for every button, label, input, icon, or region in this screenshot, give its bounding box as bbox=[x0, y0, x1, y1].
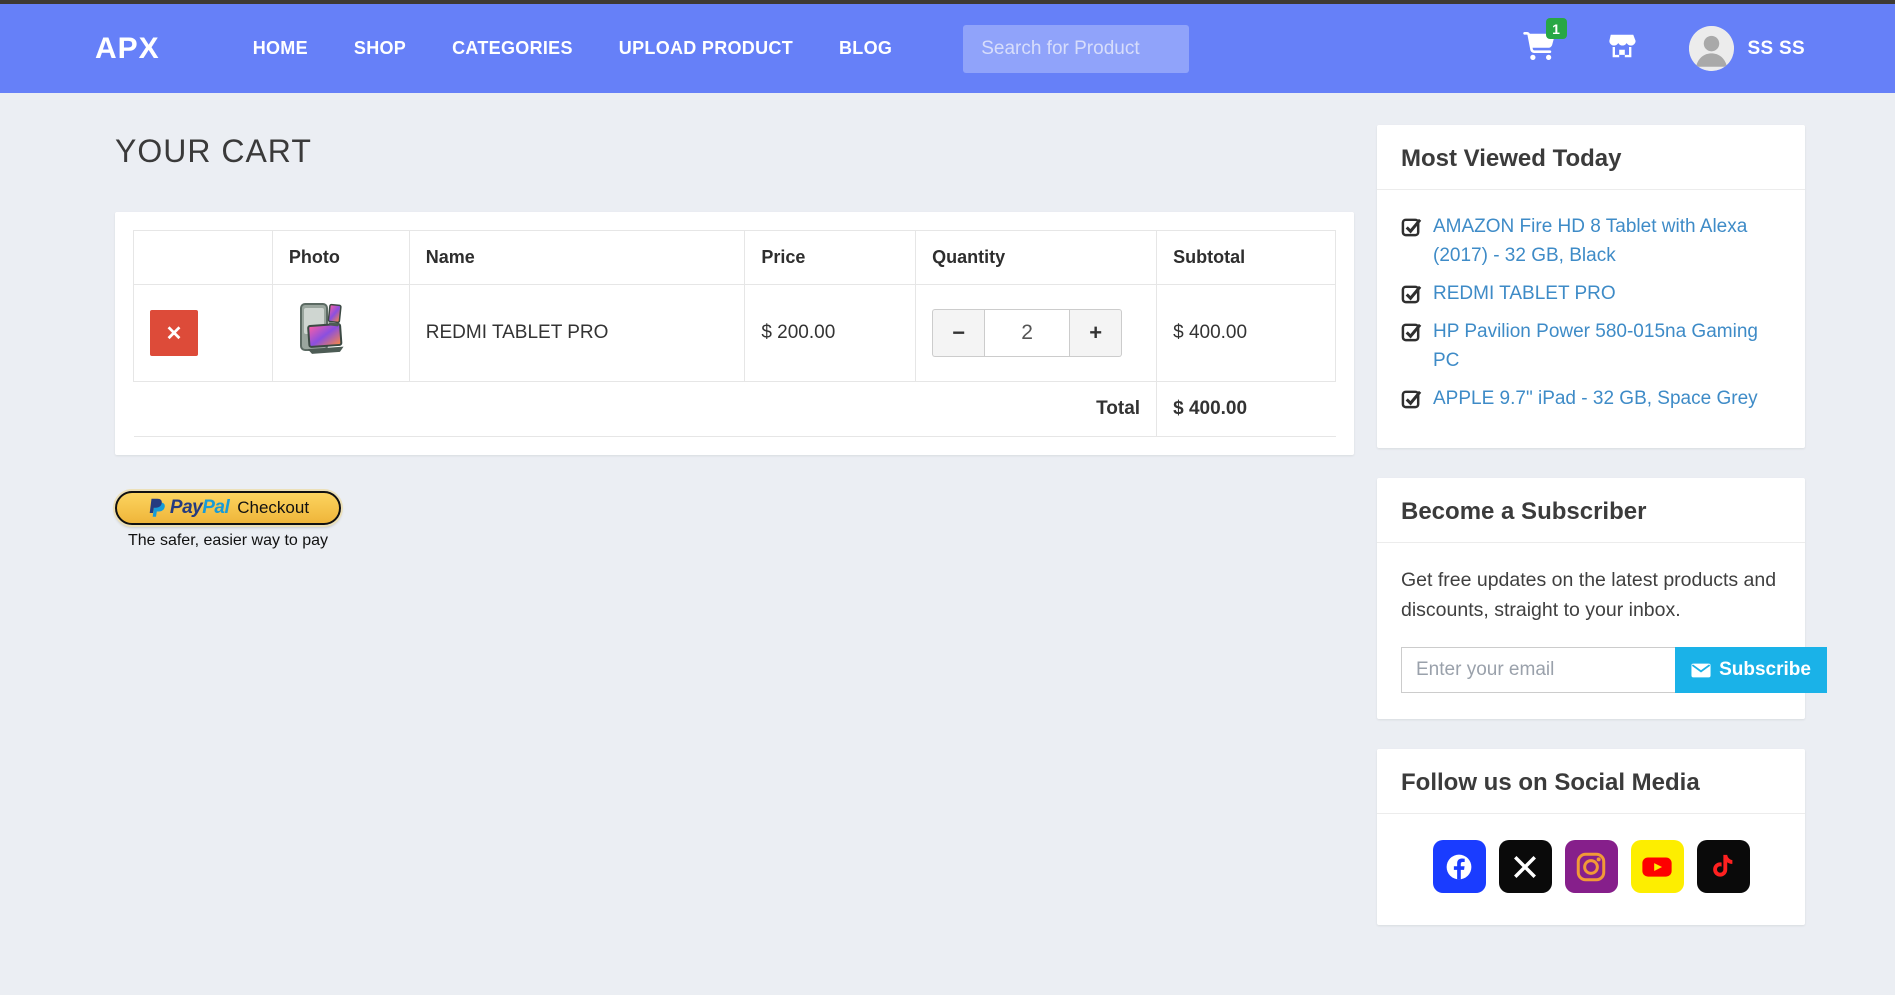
brand-logo[interactable]: APX bbox=[95, 31, 160, 65]
cart-icon bbox=[1522, 32, 1555, 64]
email-field[interactable] bbox=[1401, 647, 1675, 694]
quantity-input[interactable] bbox=[984, 309, 1071, 357]
sidebar: Most Viewed Today AMAZON Fire HD 8 Table… bbox=[1377, 125, 1827, 955]
most-viewed-link[interactable]: REDMI TABLET PRO bbox=[1433, 282, 1616, 304]
col-price: Price bbox=[744, 230, 917, 285]
remove-item-button[interactable]: ✕ bbox=[150, 310, 198, 356]
divider bbox=[1377, 541, 1805, 543]
total-value: $ 400.00 bbox=[1156, 381, 1336, 437]
facebook-icon[interactable] bbox=[1432, 840, 1486, 894]
item-price: $ 200.00 bbox=[744, 284, 917, 382]
list-item: HP Pavilion Power 580-015na Gaming PC bbox=[1401, 317, 1781, 376]
user-name[interactable]: SS SS bbox=[1747, 37, 1805, 59]
page-content: YOUR CART Photo Name Price Quantity bbox=[0, 93, 1895, 995]
quantity-decrease-button[interactable]: − bbox=[932, 309, 985, 357]
cart-table: Photo Name Price Quantity Subtotal ✕ bbox=[133, 230, 1336, 437]
col-quantity: Quantity bbox=[915, 230, 1158, 285]
item-subtotal: $ 400.00 bbox=[1156, 284, 1336, 382]
navbar-right: 1 SS SS bbox=[1522, 18, 1805, 71]
paypal-tagline: The safer, easier way to pay bbox=[127, 532, 329, 549]
check-square-icon bbox=[1401, 283, 1422, 309]
most-viewed-link[interactable]: HP Pavilion Power 580-015na Gaming PC bbox=[1433, 320, 1758, 372]
subscribe-form: Subscribe bbox=[1401, 647, 1827, 694]
paypal-wordmark: PayPal bbox=[169, 497, 230, 518]
browser-top-strip bbox=[0, 0, 1895, 4]
product-photo bbox=[289, 303, 351, 366]
store-icon bbox=[1607, 31, 1637, 66]
divider bbox=[1377, 813, 1805, 815]
subscriber-card: Become a Subscriber Get free updates on … bbox=[1377, 477, 1827, 720]
nav-link-upload-product[interactable]: UPLOAD PRODUCT bbox=[618, 38, 793, 58]
item-name: REDMI TABLET PRO bbox=[408, 284, 746, 382]
total-label: Total bbox=[133, 381, 1157, 437]
search-input[interactable] bbox=[963, 24, 1190, 73]
paypal-checkout-button[interactable]: PayPal Checkout bbox=[115, 491, 341, 525]
plus-icon: + bbox=[1089, 320, 1103, 345]
quantity-stepper: − + bbox=[932, 309, 1123, 357]
main-navbar: APX HOME SHOP CATEGORIES UPLOAD PRODUCT … bbox=[0, 4, 1895, 93]
instagram-icon[interactable] bbox=[1564, 840, 1618, 894]
cart-table-card: Photo Name Price Quantity Subtotal ✕ bbox=[115, 212, 1354, 455]
cart-total-row: Total $ 400.00 bbox=[133, 381, 1336, 437]
subscriber-title: Become a Subscriber bbox=[1401, 497, 1647, 525]
most-viewed-card: Most Viewed Today AMAZON Fire HD 8 Table… bbox=[1377, 125, 1805, 448]
most-viewed-link[interactable]: AMAZON Fire HD 8 Tablet with Alexa (2017… bbox=[1433, 216, 1748, 267]
paypal-logo-icon bbox=[147, 498, 165, 519]
cart-item-row: ✕ bbox=[133, 284, 1336, 382]
most-viewed-link[interactable]: APPLE 9.7" iPad - 32 GB, Space Grey bbox=[1433, 387, 1758, 409]
tiktok-icon[interactable] bbox=[1696, 840, 1750, 894]
social-card: Follow us on Social Media bbox=[1377, 749, 1805, 926]
list-item: REDMI TABLET PRO bbox=[1401, 279, 1781, 309]
x-icon: ✕ bbox=[165, 322, 183, 345]
x-twitter-icon[interactable] bbox=[1498, 840, 1552, 894]
quantity-increase-button[interactable]: + bbox=[1070, 309, 1123, 357]
subscriber-description: Get free updates on the latest products … bbox=[1401, 568, 1777, 621]
nav-links: HOME SHOP CATEGORIES UPLOAD PRODUCT BLOG bbox=[230, 26, 916, 71]
most-viewed-list: AMAZON Fire HD 8 Tablet with Alexa (2017… bbox=[1401, 212, 1781, 414]
store-button[interactable] bbox=[1607, 31, 1637, 66]
col-remove bbox=[133, 230, 273, 285]
subscribe-label: Subscribe bbox=[1719, 659, 1811, 681]
divider bbox=[1377, 189, 1805, 190]
user-avatar[interactable] bbox=[1688, 26, 1734, 71]
col-name: Name bbox=[408, 230, 746, 285]
check-square-icon bbox=[1401, 388, 1422, 414]
list-item: AMAZON Fire HD 8 Tablet with Alexa (2017… bbox=[1401, 212, 1781, 271]
nav-link-blog[interactable]: BLOG bbox=[839, 38, 893, 58]
social-icons-row bbox=[1401, 836, 1781, 899]
check-square-icon bbox=[1401, 216, 1422, 242]
cart-main: YOUR CART Photo Name Price Quantity bbox=[115, 125, 1354, 550]
most-viewed-title: Most Viewed Today bbox=[1401, 145, 1622, 172]
nav-link-categories[interactable]: CATEGORIES bbox=[452, 38, 573, 58]
check-square-icon bbox=[1401, 321, 1422, 347]
cart-header-row: Photo Name Price Quantity Subtotal bbox=[133, 230, 1336, 285]
col-photo: Photo bbox=[271, 230, 410, 285]
list-item: APPLE 9.7" iPad - 32 GB, Space Grey bbox=[1401, 384, 1781, 414]
col-subtotal: Subtotal bbox=[1156, 230, 1336, 285]
nav-link-home[interactable]: HOME bbox=[252, 38, 308, 58]
nav-link-shop[interactable]: SHOP bbox=[353, 38, 407, 58]
paypal-checkout-label: Checkout bbox=[237, 498, 310, 517]
subscribe-button[interactable]: Subscribe bbox=[1675, 647, 1827, 694]
cart-button[interactable]: 1 bbox=[1522, 18, 1567, 65]
cart-count-badge: 1 bbox=[1545, 18, 1567, 39]
page-title: YOUR CART bbox=[115, 133, 312, 169]
envelope-icon bbox=[1691, 663, 1711, 678]
paypal-block: PayPal Checkout The safer, easier way to… bbox=[115, 491, 341, 550]
minus-icon: − bbox=[952, 320, 966, 345]
social-title: Follow us on Social Media bbox=[1401, 769, 1700, 797]
youtube-icon[interactable] bbox=[1630, 840, 1684, 894]
